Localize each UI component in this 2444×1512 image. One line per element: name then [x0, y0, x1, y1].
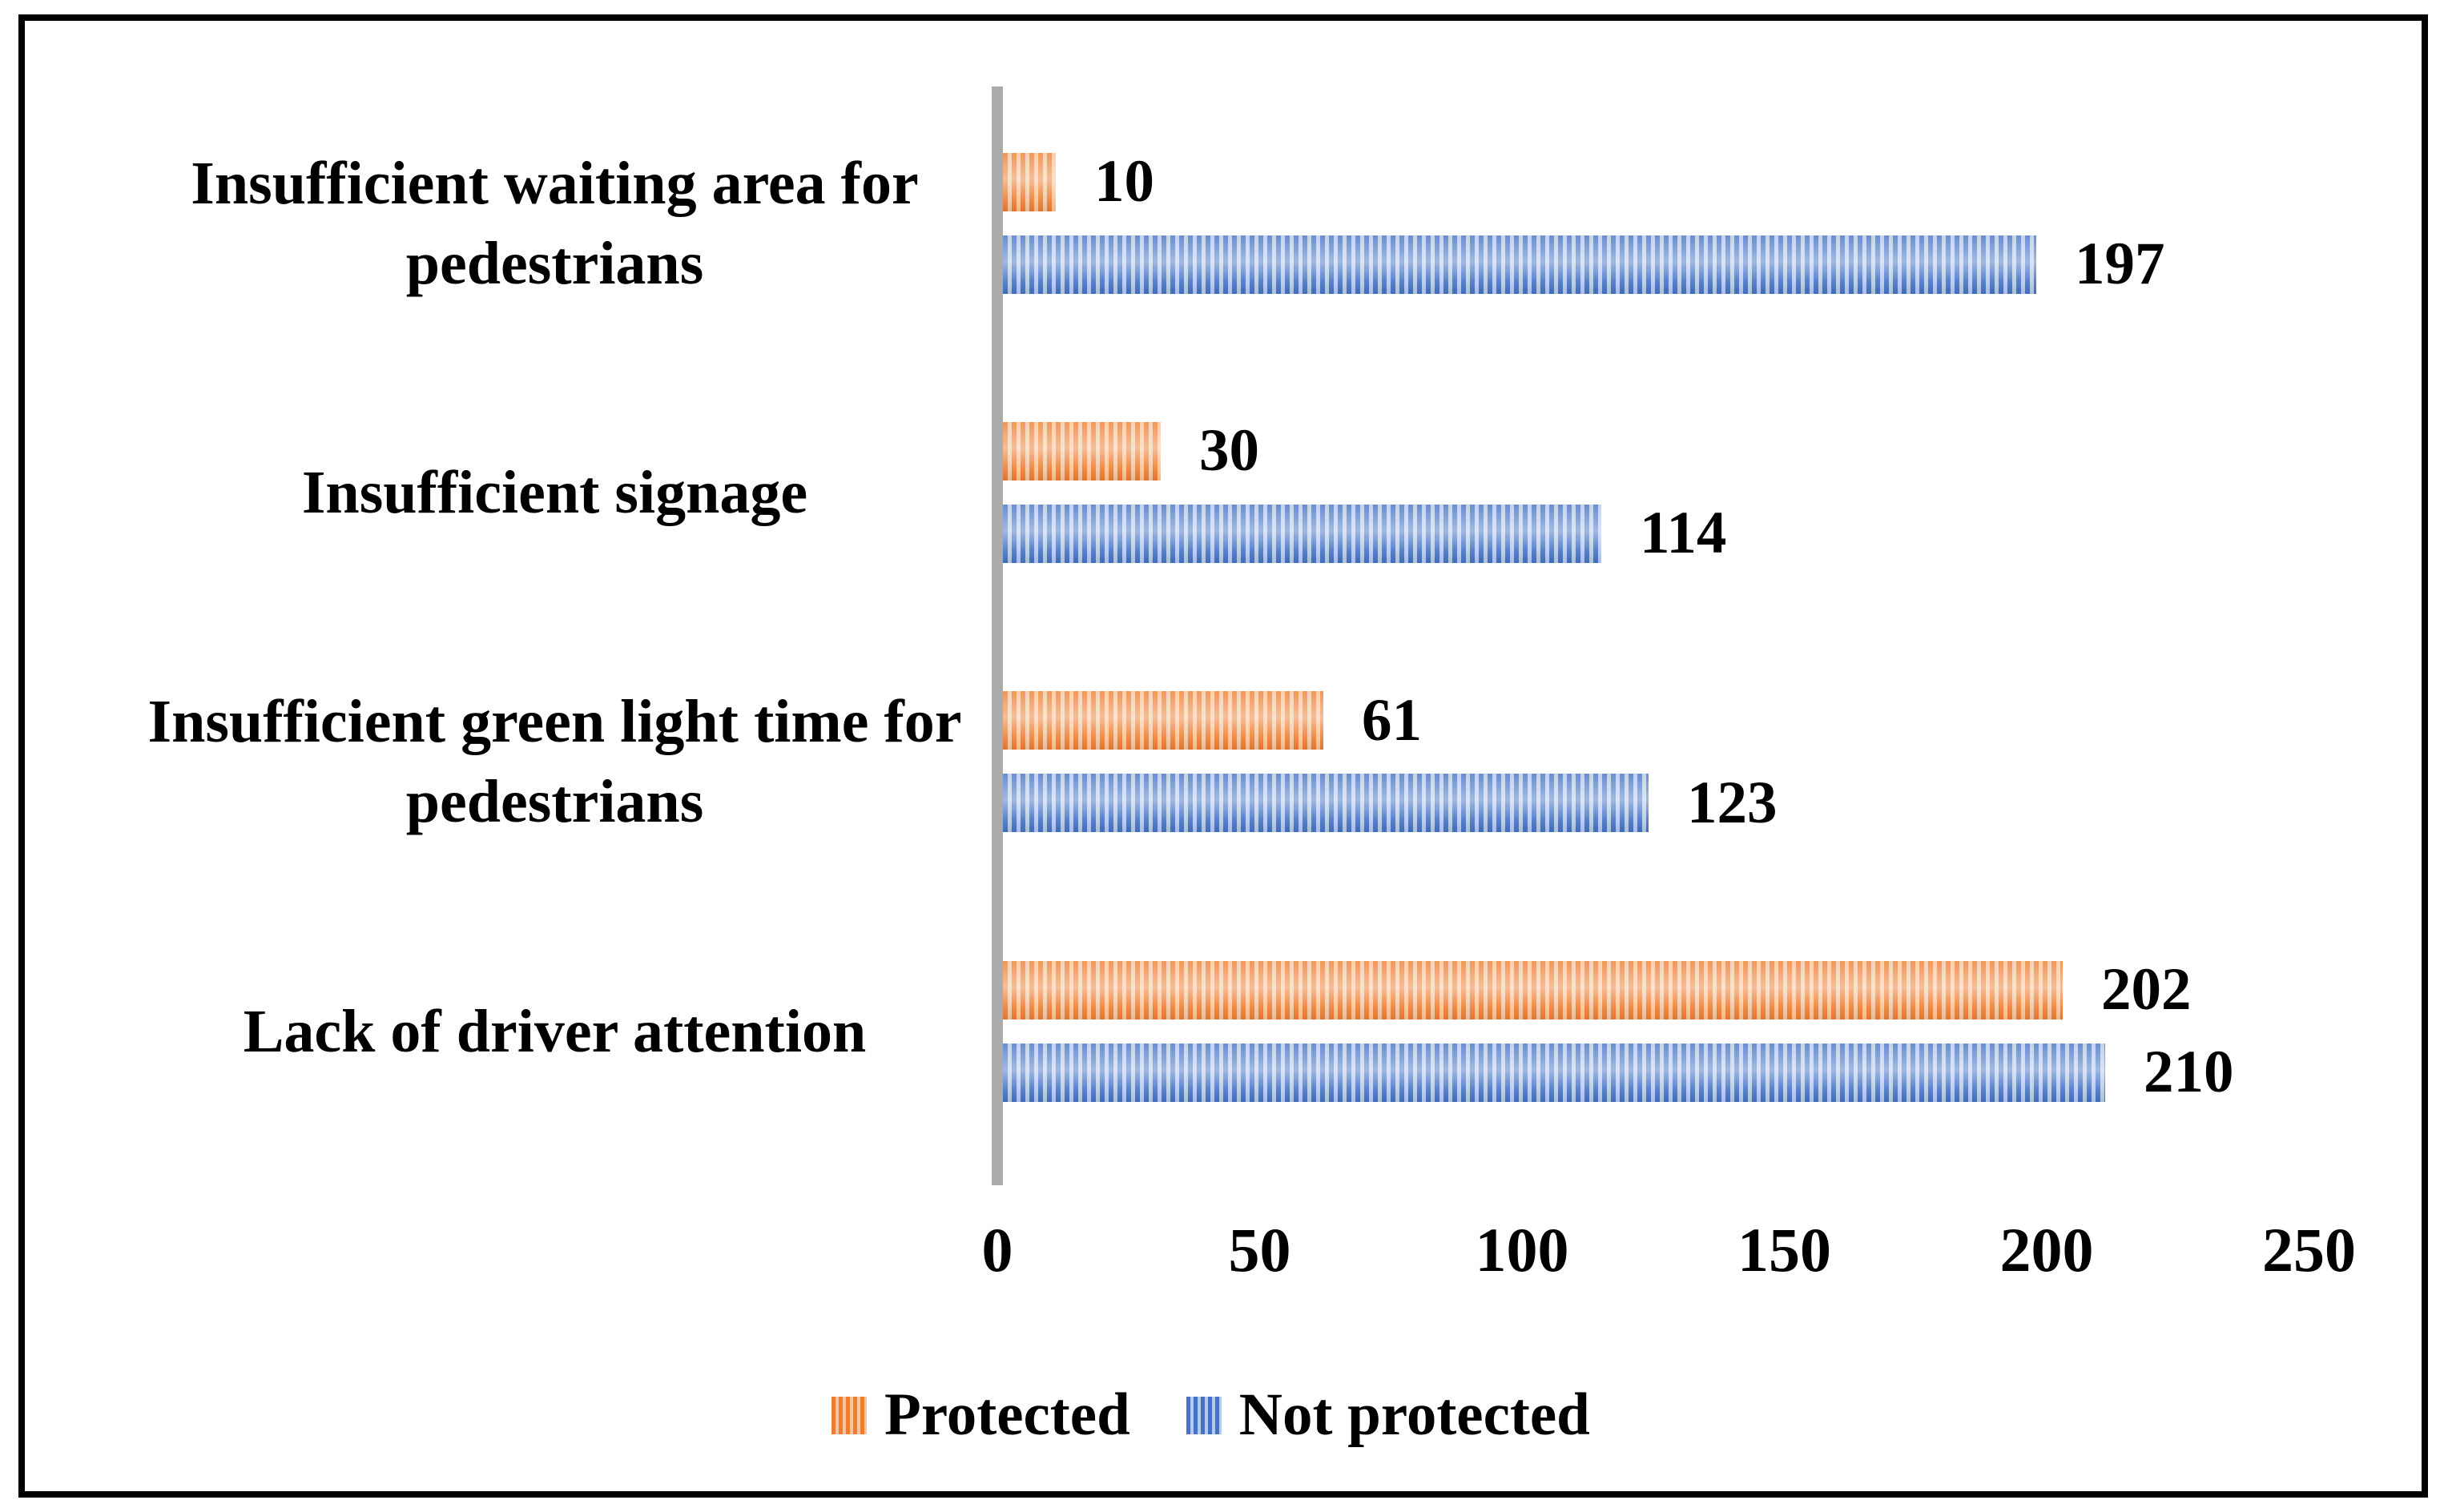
- bar-not-protected: [1003, 1043, 2105, 1102]
- category-label: Insufficient waiting area for pedestrians: [191, 149, 919, 297]
- category-label: Insufficient signage: [301, 458, 808, 526]
- data-label: 61: [1362, 686, 1422, 754]
- category-axis-line: [992, 86, 1003, 1185]
- data-label: 114: [1640, 500, 1727, 567]
- legend-item: Protected: [831, 1381, 1130, 1450]
- legend: Protected Not protected: [831, 1381, 1590, 1450]
- bar-not-protected: [1003, 774, 1649, 833]
- x-axis-tick-label: 200: [1999, 1215, 2094, 1285]
- bar-protected: [1003, 960, 2063, 1019]
- legend-label: Not protected: [1238, 1381, 1590, 1448]
- bar-protected: [1003, 152, 1056, 211]
- category-label: Insufficient green light time for pedestr…: [147, 688, 962, 836]
- x-axis-tick-label: 50: [1228, 1215, 1291, 1285]
- data-label: 30: [1199, 417, 1259, 485]
- legend-item: Not protected: [1186, 1381, 1590, 1450]
- x-axis-tick-label: 0: [981, 1215, 1013, 1285]
- x-axis-tick-label: 150: [1737, 1215, 1831, 1285]
- data-label: 210: [2144, 1039, 2234, 1105]
- blue-striped-swatch: [1186, 1396, 1222, 1434]
- chart-border-frame: [18, 14, 2428, 1498]
- data-label: 10: [1094, 148, 1154, 215]
- bar-protected: [1003, 421, 1161, 481]
- x-axis-tick-label: 250: [2262, 1215, 2356, 1285]
- orange-striped-swatch: [831, 1396, 867, 1434]
- bar-not-protected: [1003, 504, 1601, 563]
- data-label: 202: [2101, 956, 2192, 1023]
- legend-label: Protected: [884, 1381, 1130, 1448]
- data-label: 123: [1687, 769, 1778, 836]
- bar-not-protected: [1003, 235, 2036, 294]
- bar-protected: [1003, 691, 1323, 750]
- data-label: 197: [2075, 231, 2165, 297]
- category-label: Lack of driver attention: [243, 997, 867, 1065]
- x-axis-tick-label: 100: [1475, 1215, 1569, 1285]
